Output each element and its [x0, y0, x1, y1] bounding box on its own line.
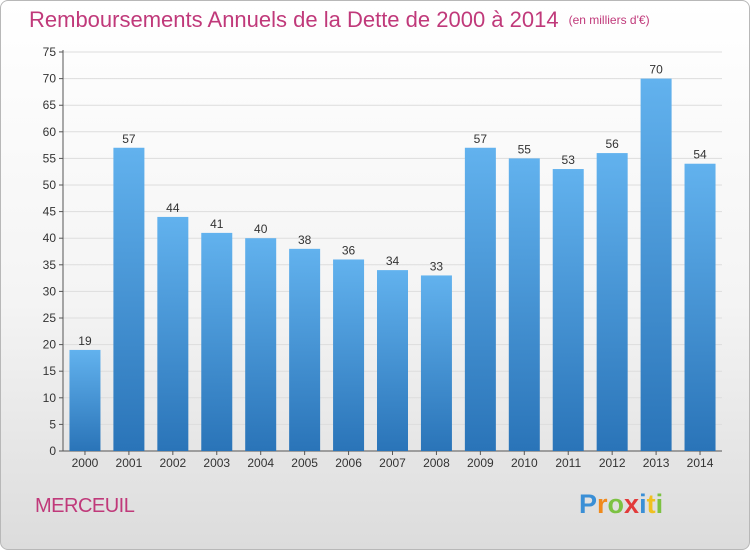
- data-label: 70: [649, 63, 663, 77]
- bar: [508, 158, 540, 451]
- x-tick-label: 2009: [467, 456, 494, 470]
- y-tick-label: 10: [43, 391, 57, 405]
- x-tick-label: 2008: [423, 456, 450, 470]
- y-tick-label: 70: [43, 72, 57, 86]
- logo-letter: i: [639, 489, 647, 519]
- bar: [684, 163, 716, 451]
- logo-letter: P: [579, 489, 598, 519]
- x-tick-label: 2002: [159, 456, 186, 470]
- y-tick-label: 35: [43, 258, 57, 272]
- y-tick-label: 75: [43, 45, 57, 59]
- x-tick-label: 2013: [643, 456, 670, 470]
- data-label: 55: [518, 142, 532, 156]
- x-tick-label: 2005: [291, 456, 318, 470]
- bar: [245, 238, 277, 451]
- x-tick-label: 2006: [335, 456, 362, 470]
- y-tick-label: 40: [43, 231, 57, 245]
- data-label: 57: [122, 132, 136, 146]
- bar: [377, 270, 408, 451]
- logo-letter: r: [597, 489, 608, 519]
- bar: [464, 147, 496, 451]
- y-tick-label: 65: [43, 98, 57, 112]
- x-tick-label: 2012: [599, 456, 626, 470]
- y-tick-label: 30: [43, 284, 57, 298]
- bar: [596, 153, 628, 451]
- y-tick-label: 50: [43, 178, 57, 192]
- logo-letter: x: [624, 489, 640, 519]
- chart-title: Remboursements Annuels de la Dette de 20…: [29, 7, 650, 33]
- chart-subtitle: (en milliers d'€): [568, 13, 650, 27]
- y-tick-label: 25: [43, 311, 57, 325]
- x-tick-label: 2001: [116, 456, 143, 470]
- y-tick-label: 5: [49, 417, 56, 431]
- y-tick-label: 60: [43, 125, 57, 139]
- data-label: 33: [430, 259, 444, 273]
- data-label: 40: [254, 222, 268, 236]
- data-label: 54: [693, 148, 707, 162]
- logo-letter: t: [646, 489, 656, 519]
- data-label: 44: [166, 201, 180, 215]
- x-tick-label: 2010: [511, 456, 538, 470]
- data-label: 34: [386, 254, 400, 268]
- x-tick-label: 2003: [203, 456, 230, 470]
- x-tick-label: 2000: [72, 456, 99, 470]
- data-label: 38: [298, 233, 312, 247]
- proxiti-logo: Proxiti: [579, 489, 663, 520]
- y-tick-label: 0: [49, 444, 56, 458]
- bar: [640, 78, 672, 451]
- logo-letter: o: [607, 489, 625, 519]
- bar: [113, 147, 145, 451]
- y-tick-label: 55: [43, 151, 57, 165]
- bar: [157, 216, 189, 451]
- data-label: 53: [562, 153, 576, 167]
- y-tick-label: 15: [43, 364, 57, 378]
- data-label: 57: [474, 132, 488, 146]
- bar: [333, 259, 365, 451]
- bar: [201, 232, 233, 451]
- x-tick-label: 2011: [555, 456, 581, 470]
- bar: [69, 349, 101, 451]
- x-tick-label: 2014: [687, 456, 714, 470]
- logo-letter: i: [655, 489, 664, 519]
- x-tick-label: 2004: [247, 456, 274, 470]
- commune-name: MERCEUIL: [35, 495, 135, 517]
- bar: [420, 275, 452, 451]
- data-label: 36: [342, 243, 356, 257]
- bar: [552, 169, 584, 452]
- data-label: 41: [210, 217, 224, 231]
- data-label: 19: [78, 334, 92, 348]
- data-label: 56: [605, 137, 619, 151]
- x-tick-label: 2007: [379, 456, 406, 470]
- bar: [289, 248, 321, 451]
- chart-title-text: Remboursements Annuels de la Dette de 20…: [29, 7, 559, 32]
- y-tick-label: 20: [43, 338, 57, 352]
- y-tick-label: 45: [43, 205, 57, 219]
